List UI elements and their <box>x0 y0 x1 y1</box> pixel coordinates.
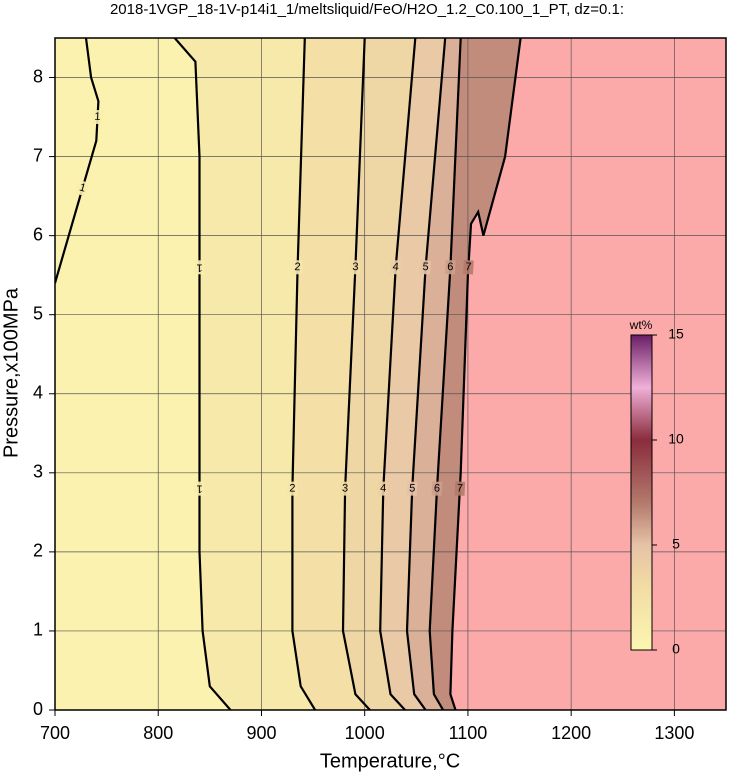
contour-label: 1 <box>196 483 202 495</box>
contour-line <box>379 38 417 710</box>
x-tick-label: 1000 <box>345 723 385 743</box>
y-tick-label: 6 <box>33 224 43 244</box>
contour-label: 3 <box>352 261 359 273</box>
contour-label: 7 <box>465 261 472 273</box>
colorbar-tick-label: 15 <box>668 326 684 342</box>
y-tick-label: 7 <box>33 145 43 165</box>
colorbar <box>630 334 653 651</box>
x-tick-label: 800 <box>143 723 173 743</box>
y-tick-label: 4 <box>33 383 43 403</box>
y-tick-label: 1 <box>33 620 43 640</box>
y-axis-label: Pressure,x100MPa <box>0 287 22 458</box>
x-tick-label: 700 <box>40 723 70 743</box>
contour-label: 1 <box>78 182 87 195</box>
contour-label: 1 <box>196 261 202 273</box>
contour-label: 6 <box>447 261 454 273</box>
x-tick-label: 1300 <box>654 723 694 743</box>
contour-label: 5 <box>409 482 416 494</box>
y-tick-label: 5 <box>33 303 43 323</box>
contour-line <box>341 38 371 710</box>
x-tick-label: 1100 <box>449 723 488 743</box>
y-tick-label: 3 <box>33 462 43 482</box>
band-fill <box>380 38 446 710</box>
contour-label: 4 <box>380 482 387 494</box>
band-fill <box>174 38 316 710</box>
contour-label: 2 <box>294 261 301 273</box>
colorbar-tick-label: 0 <box>672 641 680 657</box>
x-tick-label: 1200 <box>551 723 591 743</box>
contour-label: 5 <box>422 261 429 273</box>
x-axis-label: Temperature,°C <box>320 750 460 772</box>
contour-label: 6 <box>434 482 441 494</box>
nodata-region <box>450 38 726 710</box>
y-tick-label: 0 <box>33 699 43 719</box>
contour-line <box>291 38 317 710</box>
contour-line <box>449 38 522 710</box>
contour-line <box>173 38 232 710</box>
band-fill <box>429 38 521 710</box>
contour-line <box>405 38 447 710</box>
band-fill <box>292 38 370 710</box>
x-tick-label: 900 <box>246 723 276 743</box>
colorbar-tick-label: 10 <box>668 431 684 447</box>
colorbar-label: wt% <box>629 318 653 332</box>
band-fill <box>343 38 416 710</box>
contour-label: 3 <box>342 482 349 494</box>
contour-label: 7 <box>457 482 464 494</box>
y-tick-label: 2 <box>33 541 43 561</box>
contour-line <box>428 38 462 710</box>
colorbar-tick-label: 5 <box>672 536 680 552</box>
band-fill <box>407 38 461 710</box>
y-tick-label: 8 <box>33 66 43 86</box>
chart-title: 2018-1VGP_18-1V-p14i1_1/meltsliquid/FeO/… <box>110 1 624 18</box>
plot-frame <box>54 37 727 711</box>
contour-label: 2 <box>289 482 295 494</box>
contour-label: 1 <box>94 111 101 123</box>
contour-label: 4 <box>392 261 399 273</box>
